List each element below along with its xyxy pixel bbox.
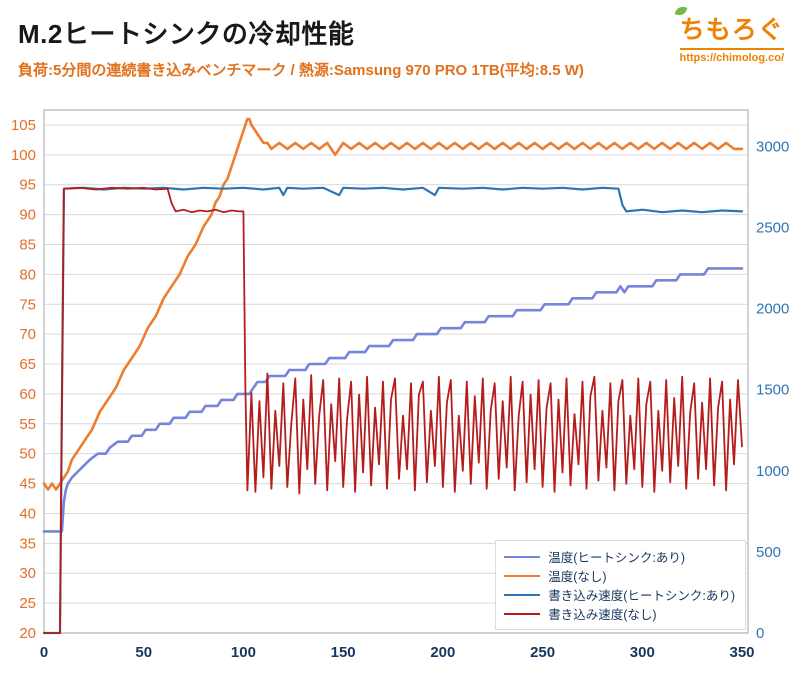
right-axis-tick-label: 500 [756, 544, 781, 561]
left-axis-tick-label: 40 [19, 505, 36, 522]
x-axis-tick-label: 250 [530, 644, 555, 661]
right-axis-tick-label: 1500 [756, 382, 789, 399]
chart-canvas: 20 25 30 35 40 45 50 55 60 65 70 75 80 85 90 95 100 105 0 5… [11, 109, 789, 661]
left-axis-tick-label: 45 [19, 476, 36, 493]
left-axis-tick-label: 90 [19, 207, 36, 224]
site-logo-url: https://chimolog.co/ [679, 52, 785, 64]
left-axis-tick-label: 95 [19, 177, 36, 194]
right-axis-tick-label: 1000 [756, 463, 789, 480]
left-axis-tick-label: 70 [19, 326, 36, 343]
left-axis-tick-label: 20 [19, 625, 36, 642]
legend-label-speed-without-heatsink: 書き込み速度(なし) [548, 608, 657, 622]
x-axis-tick-label: 150 [331, 644, 356, 661]
right-axis-tick-label: 2000 [756, 301, 789, 318]
plot-border [43, 109, 749, 634]
left-axis-tick-label: 100 [11, 147, 36, 164]
left-axis-tick-label: 35 [19, 535, 36, 552]
chart-legend: 温度(ヒートシンク:あり) 温度(なし) 書き込み速度(ヒートシンク:あり) 書… [495, 540, 746, 630]
left-axis-tick-label: 105 [11, 117, 36, 134]
legend-label-speed-with-heatsink: 書き込み速度(ヒートシンク:あり) [548, 589, 735, 603]
left-axis-tick-label: 60 [19, 386, 36, 403]
left-axis-tick-label: 50 [19, 446, 36, 463]
left-axis-tick-label: 65 [19, 356, 36, 373]
x-axis-tick-label: 50 [135, 644, 152, 661]
left-axis-tick-label: 85 [19, 236, 36, 253]
legend-item-temp-without-heatsink: 温度(なし) [504, 566, 735, 585]
chart-area: 20 25 30 35 40 45 50 55 60 65 70 75 80 85 90 95 100 105 0 5… [0, 95, 800, 680]
left-axis-tick-label: 25 [19, 595, 36, 612]
x-axis-tick-label: 200 [430, 644, 455, 661]
left-axis-tick-label: 80 [19, 266, 36, 283]
series-line-speed-without-heatsink [43, 186, 743, 634]
series-line-temp-without-heatsink [42, 117, 744, 491]
right-axis-tick-label: 0 [756, 625, 764, 642]
left-axis-tick-label: 55 [19, 416, 36, 433]
left-axis-tick-label: 75 [19, 296, 36, 313]
legend-item-temp-with-heatsink: 温度(ヒートシンク:あり) [504, 547, 735, 566]
chart-subtitle: 負荷:5分間の連続書き込みベンチマーク / 熱源:Samsung 970 PRO… [18, 62, 584, 79]
x-axis-tick-label: 300 [630, 644, 655, 661]
legend-swatch-temp-with-heatsink [504, 555, 541, 558]
legend-label-temp-with-heatsink: 温度(ヒートシンク:あり) [548, 551, 685, 565]
legend-item-speed-with-heatsink: 書き込み速度(ヒートシンク:あり) [504, 585, 735, 604]
page-title: M.2ヒートシンクの冷却性能 [18, 19, 355, 49]
legend-item-speed-without-heatsink: 書き込み速度(なし) [504, 604, 735, 623]
site-logo-text: ちもろぐ [679, 16, 784, 44]
x-axis-tick-label: 100 [231, 644, 256, 661]
legend-label-temp-without-heatsink: 温度(なし) [548, 570, 607, 584]
legend-swatch-temp-without-heatsink [504, 574, 541, 577]
chart-header: M.2ヒートシンクの冷却性能 負荷:5分間の連続書き込みベンチマーク / 熱源:… [18, 14, 584, 80]
right-axis-tick-label: 2500 [756, 220, 789, 237]
left-axis-tick-label: 30 [19, 565, 36, 582]
legend-swatch-speed-with-heatsink [504, 593, 541, 596]
x-axis-tick-label: 0 [40, 644, 48, 661]
series-line-temp-with-heatsink [42, 267, 744, 533]
x-axis-tick-label: 350 [730, 644, 755, 661]
site-logo-name: ちもろぐ [674, 4, 784, 50]
legend-swatch-speed-without-heatsink [504, 612, 541, 615]
site-logo: ちもろぐ https://chimolog.co/ [674, 4, 785, 64]
right-axis-tick-label: 3000 [756, 138, 789, 155]
